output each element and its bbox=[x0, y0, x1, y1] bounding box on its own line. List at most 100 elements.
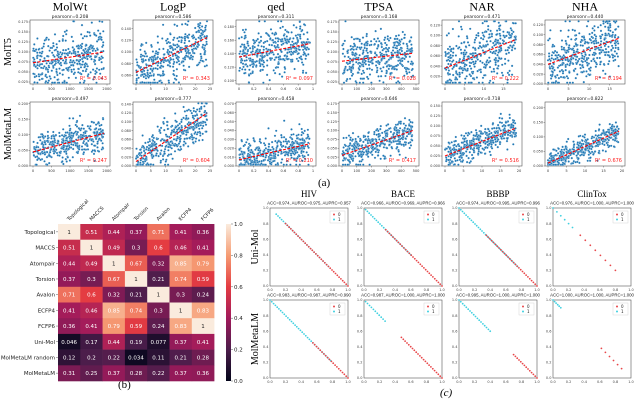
scatter-point bbox=[472, 149, 476, 152]
scatter-point bbox=[564, 159, 567, 162]
scatter-point bbox=[464, 81, 467, 84]
scatter-point bbox=[475, 131, 478, 135]
y-tick-label: 0.100 bbox=[121, 120, 131, 124]
scatter-point bbox=[590, 35, 593, 39]
scatter-point bbox=[77, 148, 81, 151]
scatter-point bbox=[63, 30, 67, 33]
scatter-point bbox=[87, 139, 90, 143]
y-tick-label: 0.120 bbox=[533, 23, 543, 27]
x-tick-label: 10 bbox=[163, 87, 168, 91]
row-label: MolT5 bbox=[3, 38, 14, 66]
scatter-point bbox=[299, 33, 302, 37]
scatter-point bbox=[408, 146, 411, 150]
x-tick-label: 10 bbox=[480, 169, 485, 173]
scatter-point bbox=[161, 65, 165, 68]
scatter-point bbox=[386, 123, 390, 126]
scatter-point bbox=[62, 34, 65, 38]
scatter-point bbox=[197, 29, 200, 32]
scatter-point bbox=[77, 60, 81, 63]
scatter-point bbox=[100, 61, 103, 64]
scatter-point bbox=[307, 153, 310, 157]
scatter-point bbox=[451, 148, 454, 151]
scatter-point bbox=[559, 29, 563, 32]
scatter-point bbox=[393, 67, 396, 71]
scatter-point bbox=[94, 137, 98, 141]
r2-label: R² = 0.343 bbox=[183, 76, 210, 82]
scatter-point bbox=[564, 39, 567, 43]
scatter-point bbox=[448, 59, 451, 63]
scatter-point bbox=[300, 130, 304, 134]
scatter-point bbox=[458, 71, 461, 74]
scatter-point bbox=[552, 51, 556, 55]
scatter-point bbox=[552, 148, 555, 151]
scatter-point bbox=[156, 64, 159, 67]
scatter-point bbox=[300, 133, 303, 137]
scatter-point bbox=[55, 70, 58, 73]
scatter-point bbox=[39, 158, 42, 162]
scatter-point bbox=[398, 142, 402, 146]
scatter-point bbox=[53, 63, 57, 67]
scatter-point bbox=[149, 163, 153, 166]
scatter-point bbox=[376, 47, 379, 50]
scatter-point bbox=[404, 124, 407, 127]
scatter-point bbox=[582, 66, 585, 69]
scatter-point bbox=[348, 147, 351, 150]
scatter-point bbox=[268, 57, 272, 60]
scatter-point bbox=[386, 37, 389, 41]
scatter-point bbox=[553, 49, 557, 53]
pearson-label: pearsonr=0.822 bbox=[567, 96, 604, 102]
scatter-point bbox=[154, 67, 157, 70]
scatter-point bbox=[268, 153, 272, 157]
scatter-point bbox=[470, 81, 473, 84]
scatter-point bbox=[167, 79, 170, 82]
scatter-point bbox=[189, 109, 192, 113]
cell-value: 0.46 bbox=[175, 246, 188, 252]
scatter-point bbox=[617, 42, 620, 45]
scatter-point bbox=[444, 81, 448, 84]
scatter-point bbox=[367, 131, 370, 135]
scatter-point bbox=[304, 71, 308, 75]
scatter-point bbox=[177, 81, 181, 84]
scatter-point bbox=[288, 50, 291, 54]
scatter-point bbox=[564, 145, 567, 148]
scatter-point bbox=[578, 57, 581, 61]
scatter-point bbox=[135, 73, 139, 77]
scatter-point bbox=[362, 153, 365, 156]
scatter-point bbox=[183, 124, 187, 128]
scatter-point bbox=[192, 44, 196, 48]
scatter-point bbox=[86, 57, 89, 61]
scatter-point bbox=[244, 34, 247, 37]
scatter-point bbox=[66, 68, 69, 72]
scatter-point bbox=[608, 122, 612, 126]
scatter-point bbox=[558, 70, 562, 73]
scatter-point bbox=[134, 157, 138, 160]
scatter-point bbox=[387, 39, 391, 42]
scatter-point bbox=[244, 28, 247, 31]
scatter-point bbox=[171, 157, 174, 160]
scatter-point bbox=[449, 50, 453, 53]
scatter-point bbox=[69, 58, 72, 62]
scatter-point bbox=[269, 28, 273, 31]
y-tick-label: 0.100 bbox=[327, 129, 337, 133]
scatter-point bbox=[410, 75, 413, 79]
scatter-point bbox=[188, 57, 192, 61]
scatter-point bbox=[296, 142, 299, 145]
scatter-point bbox=[240, 150, 243, 153]
scatter-point bbox=[285, 41, 288, 44]
scatter-point bbox=[408, 71, 411, 74]
x-tick-label: 0 bbox=[341, 169, 344, 173]
scatter-point bbox=[188, 136, 191, 140]
scatter-point bbox=[494, 61, 497, 64]
scatter-point bbox=[89, 124, 92, 128]
scatter-point bbox=[40, 142, 44, 145]
cell-value: 1 bbox=[67, 230, 71, 236]
scatter-point bbox=[86, 65, 89, 68]
x-tick-label: 100 bbox=[353, 169, 361, 173]
scatter-point bbox=[405, 42, 408, 46]
scatter-point bbox=[590, 59, 593, 63]
scatter-point bbox=[559, 55, 562, 58]
scatter-point bbox=[365, 34, 368, 38]
scatter-point bbox=[481, 76, 485, 80]
column-title: NHA bbox=[572, 0, 598, 14]
